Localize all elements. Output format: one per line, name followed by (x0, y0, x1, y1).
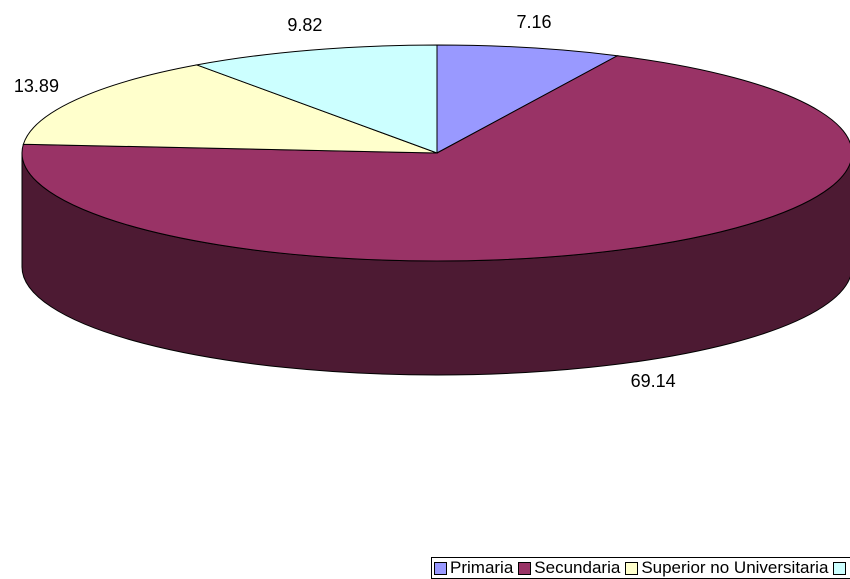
legend-item: Superior Universitaria (833, 558, 850, 578)
pie-slice (436, 44, 620, 154)
legend-item: Secundaria (518, 558, 620, 578)
data-label: 7.16 (516, 12, 551, 32)
legend-swatch (518, 561, 532, 575)
legend-item: Superior no Universitaria (625, 558, 828, 578)
data-label: 9.82 (287, 15, 322, 35)
legend-label: Primaria (450, 558, 514, 577)
legend: Primaria Secundaria Superior no Universita… (431, 557, 850, 579)
pie-slice (195, 44, 438, 154)
legend-swatch (625, 561, 639, 575)
legend-item: Primaria (434, 558, 513, 578)
legend-label: Superior no Universitaria (641, 558, 829, 577)
legend-label: Secundaria (534, 558, 621, 577)
legend-swatch (833, 561, 847, 575)
data-label: 69.14 (631, 371, 676, 391)
legend-swatch (434, 561, 447, 575)
pie-slice (21, 55, 850, 262)
pie-slice (22, 64, 438, 154)
data-label: 13.89 (14, 76, 59, 96)
